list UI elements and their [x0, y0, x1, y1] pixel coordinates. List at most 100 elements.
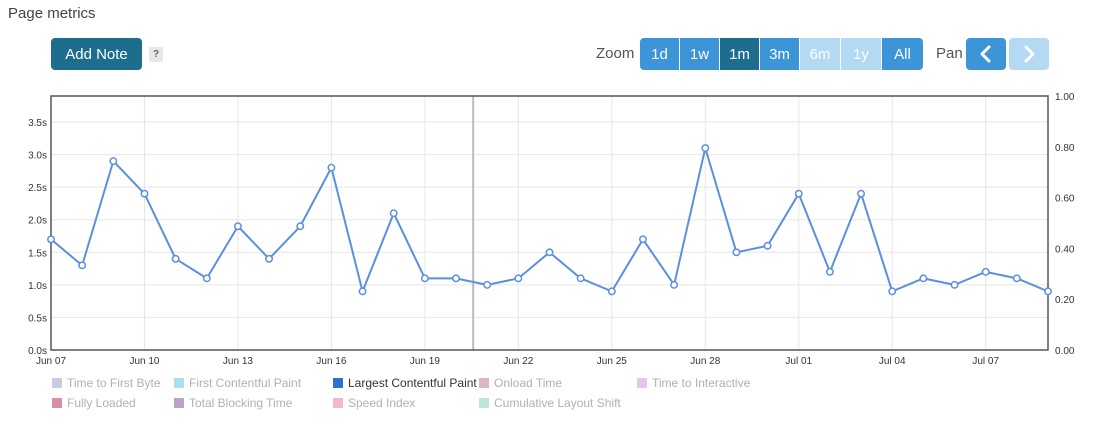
- legend-swatch: [174, 398, 184, 408]
- legend-label: Onload Time: [494, 376, 563, 390]
- x-tick-label: Jun 07: [36, 356, 66, 367]
- legend-swatch: [479, 398, 489, 408]
- data-point: [732, 248, 741, 257]
- y-tick-label: 3.0s: [28, 151, 47, 162]
- legend-label: Speed Index: [348, 396, 416, 410]
- data-point: [358, 287, 367, 296]
- page-title: Page metrics: [8, 5, 96, 22]
- pan-prev-button[interactable]: [966, 38, 1006, 70]
- y-tick-label: 1.0s: [28, 281, 47, 292]
- legend-swatch: [637, 378, 647, 388]
- pan-next-button[interactable]: [1009, 38, 1049, 70]
- data-point: [639, 235, 647, 244]
- zoom-all-button[interactable]: All: [882, 38, 923, 70]
- data-point: [701, 144, 710, 153]
- legend-label: Cumulative Layout Shift: [494, 396, 621, 410]
- zoom-3m-button[interactable]: 3m: [760, 38, 800, 70]
- x-tick-label: Jun 16: [316, 356, 346, 367]
- y2-tick-label: 0.40: [1055, 244, 1075, 255]
- x-tick-label: Jun 25: [597, 356, 627, 367]
- data-point: [452, 274, 460, 283]
- legend-item[interactable]: Speed Index: [333, 396, 415, 410]
- plot-frame: [50, 95, 1049, 351]
- data-point: [296, 222, 305, 231]
- data-point: [950, 280, 959, 289]
- x-tick-label: Jun 10: [129, 356, 159, 367]
- data-point: [327, 163, 336, 172]
- legend-item[interactable]: Onload Time: [479, 376, 562, 390]
- data-point: [78, 261, 87, 270]
- y2-tick-label: 0.80: [1055, 143, 1075, 154]
- data-point: [233, 222, 242, 231]
- data-point: [514, 274, 523, 283]
- legend-label: First Contentful Paint: [189, 376, 302, 390]
- y-tick-label: 3.5s: [28, 118, 47, 129]
- legend-item[interactable]: Fully Loaded: [52, 396, 136, 410]
- x-tick-label: Jun 28: [690, 356, 720, 367]
- data-point: [140, 189, 149, 198]
- zoom-1m-button[interactable]: 1m: [720, 38, 760, 70]
- legend-label: Total Blocking Time: [189, 396, 293, 410]
- add-note-button[interactable]: Add Note: [51, 38, 142, 70]
- legend-label: Time to Interactive: [652, 376, 751, 390]
- zoom-6m-button[interactable]: 6m: [800, 38, 841, 70]
- legend-item[interactable]: Largest Contentful Paint: [333, 376, 477, 390]
- x-tick-label: Jul 07: [972, 356, 999, 367]
- y2-tick-label: 0.20: [1055, 295, 1075, 306]
- data-point: [763, 241, 772, 250]
- data-point: [545, 248, 554, 257]
- legend-label: Largest Contentful Paint: [348, 376, 477, 390]
- legend-label: Time to First Byte: [67, 376, 161, 390]
- data-point: [670, 280, 679, 289]
- legend-swatch: [52, 398, 62, 408]
- data-point: [171, 254, 180, 263]
- data-point: [576, 274, 585, 283]
- y-tick-label: 0.0s: [28, 346, 47, 357]
- data-point: [981, 267, 990, 276]
- data-point: [265, 254, 274, 263]
- legend-swatch: [333, 378, 343, 388]
- help-icon[interactable]: ?: [149, 47, 163, 62]
- x-tick-label: Jul 01: [785, 356, 812, 367]
- data-point: [794, 189, 803, 198]
- data-point: [857, 189, 866, 198]
- legend-label: Fully Loaded: [67, 396, 136, 410]
- y-tick-label: 0.5s: [28, 313, 47, 324]
- legend-item[interactable]: Time to First Byte: [52, 376, 161, 390]
- zoom-1y-button[interactable]: 1y: [841, 38, 882, 70]
- pan-label: Pan: [936, 45, 963, 62]
- legend-item[interactable]: Cumulative Layout Shift: [479, 396, 621, 410]
- y-tick-label: 2.0s: [28, 216, 47, 227]
- data-point: [1012, 274, 1021, 283]
- y-tick-label: 2.5s: [28, 183, 47, 194]
- legend-item[interactable]: Total Blocking Time: [174, 396, 292, 410]
- line-chart: 0.0s 0.5s 1.0s 1.5s 2.0s 2.5s 3.0s 3.5s 0.00 0.20…: [28, 92, 1075, 367]
- x-tick-label: Jun 13: [223, 356, 253, 367]
- data-point: [389, 209, 398, 218]
- legend-swatch: [52, 378, 62, 388]
- legend-item[interactable]: First Contentful Paint: [174, 376, 301, 390]
- data-point: [919, 274, 928, 283]
- zoom-label: Zoom: [596, 45, 635, 62]
- x-tick-label: Jun 22: [503, 356, 533, 367]
- data-point: [483, 280, 492, 289]
- y-tick-label: 1.5s: [28, 248, 47, 259]
- x-tick-label: Jul 04: [879, 356, 906, 367]
- data-point: [888, 287, 897, 296]
- chevron-right-icon: [1024, 45, 1035, 63]
- legend-item[interactable]: Time to Interactive: [637, 376, 750, 390]
- y2-tick-label: 0.00: [1055, 346, 1075, 357]
- x-tick-label: Jun 19: [410, 356, 440, 367]
- zoom-1w-button[interactable]: 1w: [680, 38, 720, 70]
- zoom-button-group: 1d 1w 1m 3m 6m 1y All: [640, 38, 923, 70]
- legend-swatch: [333, 398, 343, 408]
- data-point: [825, 267, 834, 276]
- data-point: [420, 274, 429, 283]
- data-point: [47, 235, 55, 244]
- legend-swatch: [479, 378, 489, 388]
- legend-swatch: [174, 378, 184, 388]
- data-point: [1044, 287, 1052, 296]
- chart-legend: Time to First Byte First Contentful Paint…: [52, 376, 1052, 416]
- chevron-left-icon: [980, 45, 991, 63]
- zoom-1d-button[interactable]: 1d: [640, 38, 680, 70]
